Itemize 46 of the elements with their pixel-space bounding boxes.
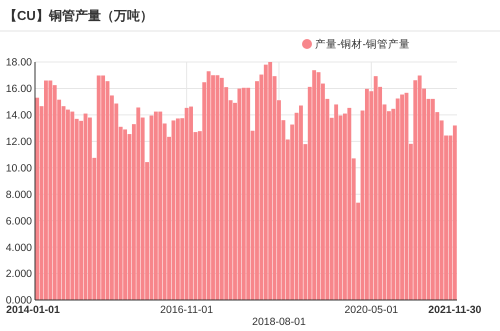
bar (312, 70, 316, 300)
bar (418, 75, 422, 300)
bar (206, 71, 211, 300)
x-tick-label: 2020-05-01 (344, 304, 398, 316)
bar (347, 108, 352, 300)
y-tick-label: 10.00 (6, 162, 32, 174)
chart-title: 【CU】铜管产量（万吨） (4, 8, 153, 23)
x-tick-label: 2014-01-01 (6, 304, 60, 316)
bar (158, 112, 162, 300)
y-tick-label: 4.000 (6, 242, 32, 254)
bar (396, 98, 400, 300)
y-tick-label: 0.000 (6, 294, 32, 307)
y-tick-label: 12.00 (6, 136, 32, 148)
x-tick-label: 2018-08-01 (252, 316, 306, 328)
bar (136, 107, 140, 300)
bar (48, 80, 52, 300)
bar (88, 118, 92, 300)
y-tick-label: 6.000 (6, 215, 32, 228)
bar (184, 108, 189, 300)
legend-label: 产量-铜材-铜管产量 (315, 38, 410, 51)
bar (334, 104, 338, 300)
bar (96, 75, 101, 300)
y-tick-label: 18.00 (6, 56, 32, 69)
bar (101, 75, 106, 300)
x-tick-label: 2016-11-01 (160, 304, 214, 316)
y-tick-label: 2.000 (6, 268, 32, 280)
bar (264, 64, 268, 300)
y-tick-label: 8.000 (6, 188, 32, 201)
bar (400, 94, 404, 300)
bar (35, 98, 40, 300)
bar (364, 88, 369, 300)
bar (246, 88, 250, 300)
bar (154, 112, 158, 300)
bar (374, 76, 378, 300)
bar (242, 88, 246, 300)
y-tick-label: 16.00 (6, 83, 32, 96)
bar (70, 112, 74, 300)
bar (176, 118, 180, 300)
bar (268, 62, 272, 300)
y-tick-label: 14.00 (6, 110, 32, 122)
bar (123, 129, 128, 300)
x-tick-label: 2021-11-30 (428, 304, 482, 316)
bar (237, 88, 242, 300)
bar (430, 98, 435, 300)
bar (452, 125, 457, 300)
bar (220, 78, 224, 300)
